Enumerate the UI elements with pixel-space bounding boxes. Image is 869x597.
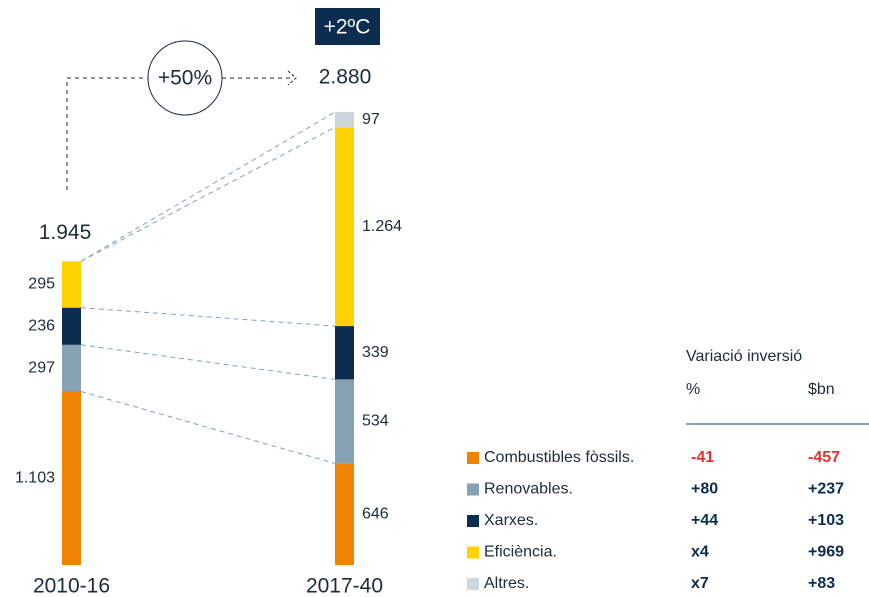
legend-label: Xarxes. xyxy=(484,512,538,529)
table-cell: +44 xyxy=(691,512,718,529)
table-header: % xyxy=(686,381,700,398)
total-label: 1.945 xyxy=(39,221,92,244)
arrow-head xyxy=(287,70,297,86)
value-label: 1.264 xyxy=(362,218,402,235)
legend-swatch xyxy=(467,578,479,590)
bar-segment xyxy=(335,326,354,380)
table-cell: +103 xyxy=(808,512,844,529)
legend-swatch xyxy=(467,483,479,496)
value-label: 339 xyxy=(362,344,389,361)
value-label: 297 xyxy=(28,359,55,376)
legend-swatch xyxy=(467,515,479,527)
value-label: 236 xyxy=(28,317,55,334)
change-arrow xyxy=(66,77,293,190)
legend-label: Combustibles fòssils. xyxy=(484,449,634,466)
x-tick-label: 2017-40 xyxy=(306,575,383,597)
legend-label: Renovables. xyxy=(484,481,573,498)
connector xyxy=(80,391,336,464)
table-cell: -457 xyxy=(808,449,840,466)
table-cell: x7 xyxy=(691,575,709,592)
table-header: $bn xyxy=(808,381,835,398)
value-label: 646 xyxy=(362,505,389,522)
x-tick-label: 2010-16 xyxy=(33,575,110,597)
legend-swatch xyxy=(467,452,479,464)
legend-label: Altres. xyxy=(484,575,529,592)
scenario-box xyxy=(315,8,380,45)
legend-swatch xyxy=(467,546,479,559)
connector xyxy=(80,344,336,380)
scenario-label: +2ºC xyxy=(324,16,371,39)
bar-segment xyxy=(335,127,354,327)
value-label: 97 xyxy=(362,111,380,128)
table-cell: +80 xyxy=(691,481,718,498)
bar-segment xyxy=(335,463,354,565)
value-label: 534 xyxy=(362,413,389,430)
bar-segment xyxy=(62,391,81,565)
table-cell: x4 xyxy=(691,544,709,561)
connector xyxy=(80,126,336,262)
bar-segment xyxy=(62,307,81,345)
bar-segment xyxy=(335,112,354,128)
legend-label: Eficiència. xyxy=(484,544,557,561)
change-circle xyxy=(147,40,223,116)
value-label: 295 xyxy=(28,276,55,293)
change-label: +50% xyxy=(158,67,212,90)
connector xyxy=(80,111,336,262)
bar-segment xyxy=(62,344,81,392)
value-label: 1.103 xyxy=(15,469,55,486)
table-cell: -41 xyxy=(691,449,714,466)
table-cell: +969 xyxy=(808,544,844,561)
table-title: Variació inversió xyxy=(686,348,802,365)
table-cell: +83 xyxy=(808,575,835,592)
connector xyxy=(80,307,336,327)
table-cell: +237 xyxy=(808,481,844,498)
total-label: 2.880 xyxy=(319,66,372,89)
bar-segment xyxy=(335,379,354,464)
bar-segment xyxy=(62,261,81,308)
